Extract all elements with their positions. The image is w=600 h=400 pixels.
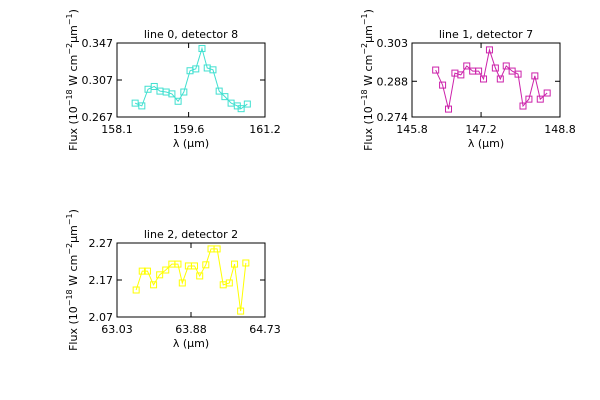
data-marker bbox=[485, 46, 493, 54]
y-axis-label-sup: −18 bbox=[65, 289, 74, 306]
x-tick-label: 64.73 bbox=[249, 323, 281, 336]
data-marker bbox=[215, 87, 223, 95]
data-marker bbox=[174, 260, 182, 268]
y-tick-label: 2.17 bbox=[89, 274, 114, 287]
data-marker bbox=[131, 99, 139, 107]
y-axis-label-sup: −2 bbox=[360, 43, 369, 55]
data-marker bbox=[432, 66, 440, 74]
x-axis-label: λ (μm) bbox=[173, 137, 209, 150]
chart-title: line 0, detector 8 bbox=[144, 28, 238, 41]
data-marker bbox=[156, 271, 164, 279]
y-axis-label: Flux (10−18 W cm−2μm−1) bbox=[360, 9, 375, 151]
y-axis-label-sup: −1 bbox=[360, 13, 369, 25]
x-tick-label: 63.88 bbox=[175, 323, 207, 336]
data-marker bbox=[243, 100, 251, 108]
y-axis-label-sup: −2 bbox=[65, 243, 74, 255]
chart-title: line 1, detector 7 bbox=[439, 28, 533, 41]
data-marker bbox=[202, 261, 210, 269]
y-tick-label: 0.347 bbox=[82, 37, 114, 50]
data-marker bbox=[168, 90, 176, 98]
x-tick-label: 161.2 bbox=[249, 123, 281, 136]
y-axis-label-part: Flux (10 bbox=[67, 106, 80, 151]
x-tick-label: 63.03 bbox=[101, 323, 133, 336]
data-marker bbox=[519, 102, 527, 110]
plot-frame bbox=[411, 42, 561, 118]
y-tick-label: 0.267 bbox=[82, 111, 114, 124]
data-marker bbox=[138, 102, 146, 110]
data-marker bbox=[463, 62, 471, 70]
data-marker bbox=[502, 62, 510, 70]
y-axis-label-sup: −1 bbox=[65, 13, 74, 25]
data-marker bbox=[525, 95, 533, 103]
data-marker bbox=[198, 45, 206, 53]
data-marker bbox=[213, 245, 221, 253]
y-axis-label-part: W cm bbox=[67, 255, 80, 290]
y-axis-label: Flux (10−18 W cm−2μm−1) bbox=[65, 209, 80, 351]
data-marker bbox=[439, 81, 447, 89]
x-tick-label: 145.8 bbox=[396, 123, 428, 136]
data-line bbox=[435, 47, 548, 110]
y-axis-label-part: W cm bbox=[67, 55, 80, 90]
y-axis-label-part: Flux (10 bbox=[67, 306, 80, 351]
data-marker bbox=[536, 95, 544, 103]
y-tick-label: 2.07 bbox=[89, 311, 114, 324]
data-marker bbox=[491, 64, 499, 72]
data-marker bbox=[496, 75, 504, 83]
data-marker bbox=[242, 259, 250, 267]
data-marker bbox=[209, 66, 217, 74]
y-tick-label: 0.274 bbox=[377, 111, 409, 124]
y-axis-label-sup: −18 bbox=[360, 89, 369, 106]
data-marker bbox=[150, 281, 158, 289]
data-marker bbox=[174, 97, 182, 105]
data-marker bbox=[445, 105, 453, 113]
y-axis-label: Flux (10−18 W cm−2μm−1) bbox=[65, 9, 80, 151]
x-tick-label: 147.2 bbox=[465, 123, 497, 136]
x-tick-label: 159.6 bbox=[173, 123, 205, 136]
data-marker bbox=[132, 286, 140, 294]
y-axis-label-sup: −1 bbox=[65, 213, 74, 225]
y-tick-label: 0.288 bbox=[377, 75, 409, 88]
y-axis-label-part: ) bbox=[67, 9, 80, 13]
data-marker bbox=[475, 67, 483, 75]
y-tick-label: 2.27 bbox=[89, 237, 114, 250]
y-axis-label-part: Flux (10 bbox=[362, 106, 375, 151]
data-marker bbox=[221, 93, 229, 101]
y-axis-label-part: ) bbox=[67, 209, 80, 213]
data-marker bbox=[231, 260, 239, 268]
data-marker bbox=[143, 267, 151, 275]
y-axis-label-part: μm bbox=[67, 225, 80, 243]
y-tick-label: 0.307 bbox=[82, 74, 114, 87]
data-marker bbox=[514, 70, 522, 78]
data-marker bbox=[543, 89, 551, 97]
x-axis-label: λ (μm) bbox=[173, 337, 209, 350]
data-marker bbox=[180, 88, 188, 96]
data-marker bbox=[190, 262, 198, 270]
x-tick-label: 148.8 bbox=[544, 123, 576, 136]
data-marker bbox=[237, 105, 245, 113]
data-marker bbox=[138, 267, 146, 275]
y-axis-label-part: W cm bbox=[362, 55, 375, 90]
data-marker bbox=[457, 71, 465, 79]
data-marker bbox=[196, 272, 204, 280]
chart-title: line 2, detector 2 bbox=[144, 228, 238, 241]
data-marker bbox=[150, 82, 158, 90]
data-marker bbox=[225, 279, 233, 287]
x-tick-label: 158.1 bbox=[101, 123, 133, 136]
x-axis-label: λ (μm) bbox=[468, 137, 504, 150]
y-axis-label-sup: −18 bbox=[65, 89, 74, 106]
data-marker bbox=[178, 279, 186, 287]
data-marker bbox=[192, 65, 200, 73]
y-axis-label-part: μm bbox=[362, 25, 375, 43]
data-marker bbox=[480, 75, 488, 83]
data-marker bbox=[531, 72, 539, 80]
y-axis-label-part: ) bbox=[362, 9, 375, 13]
y-tick-label: 0.303 bbox=[377, 37, 409, 50]
y-axis-label-sup: −2 bbox=[65, 43, 74, 55]
y-axis-label-part: μm bbox=[67, 25, 80, 43]
data-marker bbox=[237, 307, 245, 315]
data-marker bbox=[162, 266, 170, 274]
